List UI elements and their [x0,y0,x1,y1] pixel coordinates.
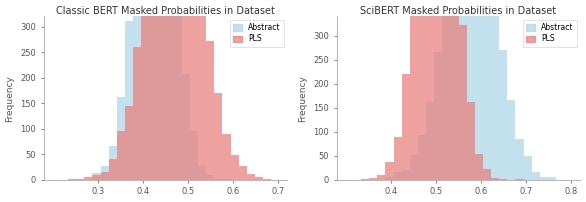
Bar [133,0,141,180]
Bar [394,137,401,180]
Title: Classic BERT Masked Probabilities in Dataset: Classic BERT Masked Probabilities in Dat… [56,6,275,16]
Bar [451,0,458,180]
Bar [125,21,133,180]
Bar [198,0,206,180]
Bar [516,179,523,180]
Bar [434,0,442,180]
Bar [190,0,198,180]
Bar [377,175,386,180]
Bar [223,179,230,180]
Bar [230,155,239,180]
Bar [125,106,133,180]
Bar [182,74,190,180]
Bar [369,178,377,180]
Bar [165,0,173,180]
Legend: Abstract, PLS: Abstract, PLS [230,20,284,46]
Bar [361,179,369,180]
Bar [117,131,125,180]
Bar [434,52,442,180]
Bar [173,0,182,180]
Bar [214,93,223,180]
Bar [68,179,76,180]
Bar [426,102,434,180]
Bar [426,0,434,180]
Bar [507,100,516,180]
Bar [101,166,108,180]
Bar [149,0,158,180]
Bar [84,177,93,180]
Bar [532,172,540,180]
Bar [239,165,247,180]
Bar [466,0,475,180]
Bar [386,162,394,180]
Bar [466,102,475,180]
Bar [540,177,548,180]
Bar [133,47,141,180]
Bar [93,173,101,180]
Bar [499,50,507,180]
Bar [516,139,523,180]
Bar [458,25,466,180]
Bar [206,175,214,180]
Bar [101,172,108,180]
Bar [394,172,401,180]
Bar [149,0,158,180]
Bar [418,135,426,180]
Bar [263,179,271,180]
Bar [410,0,418,180]
Bar [165,0,173,180]
Bar [401,170,410,180]
Bar [483,169,491,180]
Bar [548,177,556,180]
Bar [223,134,230,180]
Bar [247,174,255,180]
Legend: Abstract, PLS: Abstract, PLS [523,20,577,46]
Bar [475,154,483,180]
Bar [141,0,149,180]
Bar [214,179,223,180]
Y-axis label: Frequency: Frequency [5,75,15,122]
Bar [483,0,491,180]
Bar [491,11,499,180]
Bar [76,179,84,180]
Bar [386,177,394,180]
Bar [523,156,532,180]
Bar [451,0,458,180]
Bar [206,41,214,180]
Bar [141,0,149,180]
Bar [117,97,125,180]
Bar [499,179,507,180]
Bar [173,0,182,180]
Title: SciBERT Masked Probabilities in Dataset: SciBERT Masked Probabilities in Dataset [360,6,557,16]
Bar [491,178,499,180]
Bar [418,0,426,180]
Bar [198,165,206,180]
Bar [442,0,451,180]
Bar [108,146,117,180]
Bar [93,175,101,180]
Bar [410,155,418,180]
Bar [158,0,165,180]
Bar [255,177,263,180]
Bar [158,0,165,180]
Bar [182,0,190,180]
Bar [442,0,451,180]
Bar [458,0,466,180]
Y-axis label: Frequency: Frequency [298,75,308,122]
Bar [401,74,410,180]
Bar [108,159,117,180]
Bar [190,131,198,180]
Bar [475,0,483,180]
